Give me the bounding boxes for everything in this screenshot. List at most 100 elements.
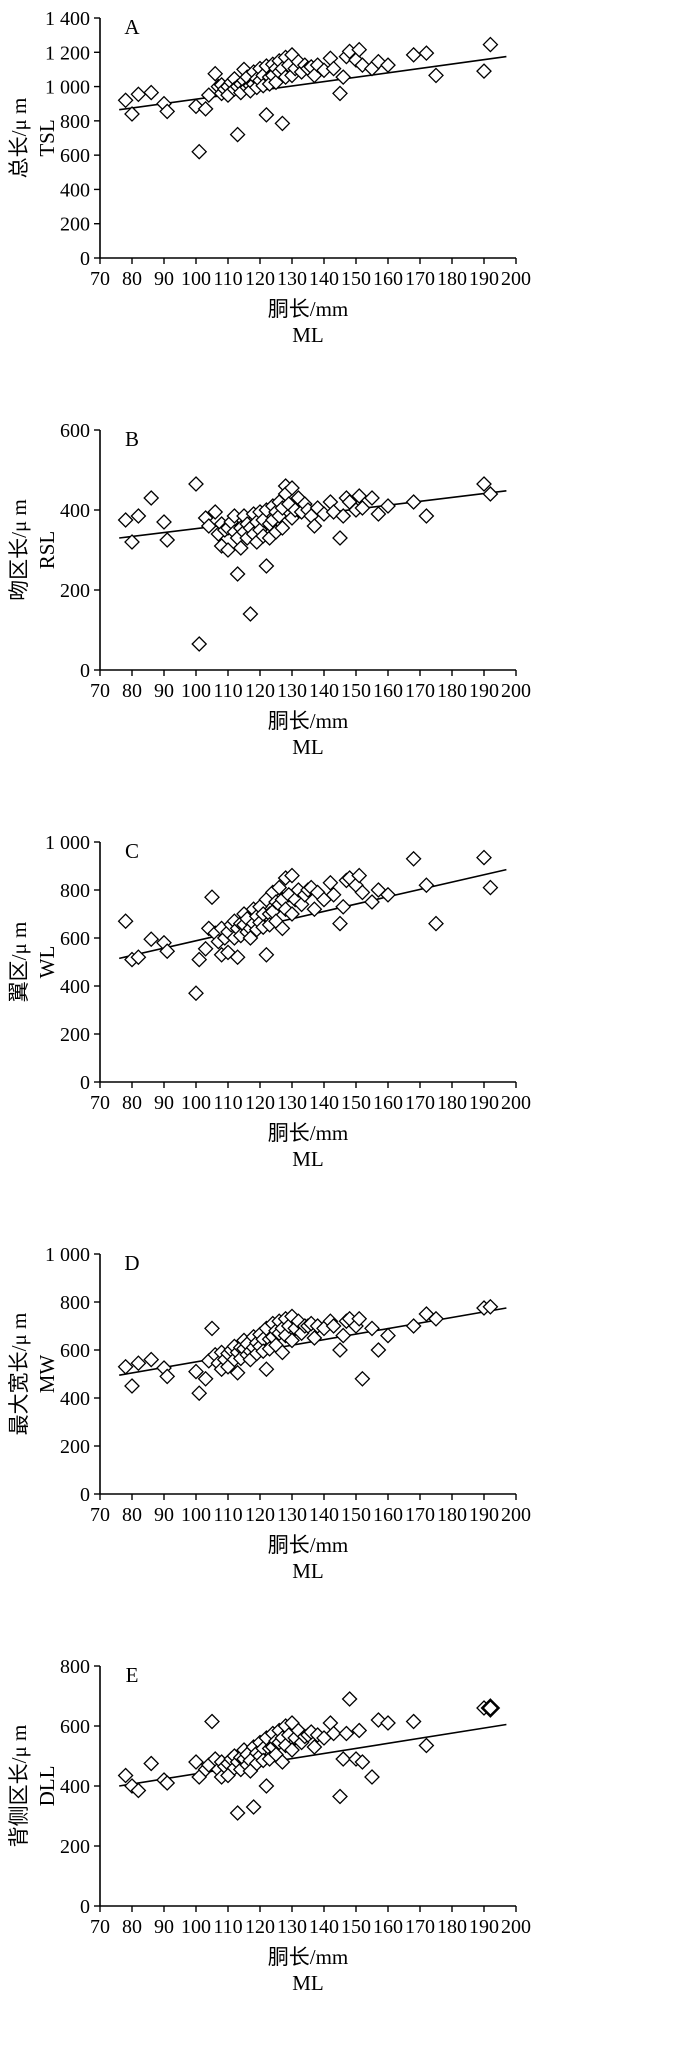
y-tick-label: 1 000: [45, 77, 90, 99]
scatter-point: [143, 84, 160, 101]
x-tick-label: 190: [469, 1916, 499, 1938]
y-tick-label: 600: [60, 420, 90, 442]
x-tick-label: 120: [245, 1504, 275, 1526]
scatter-point: [428, 67, 444, 84]
x-tick-label: 100: [181, 1092, 211, 1114]
scatter-point: [130, 1782, 147, 1799]
x-tick-label: 90: [154, 268, 174, 290]
y-axis-title-cn: 总长/μ m: [7, 98, 31, 179]
scatter-point: [354, 1754, 371, 1770]
scatter-point: [335, 1327, 352, 1344]
y-axis-title-cn: 翼区/μ m: [7, 922, 31, 1003]
scatter-point: [284, 867, 300, 884]
scatter-point: [380, 57, 396, 74]
scatter-point: [325, 886, 342, 903]
scatter-point: [332, 530, 348, 546]
x-tick-label: 190: [469, 268, 499, 290]
scatter-point: [428, 915, 444, 932]
x-tick-label: 150: [341, 268, 371, 290]
scatter-point: [117, 512, 134, 528]
scatter-point: [229, 566, 246, 582]
scatter-point: [354, 884, 371, 901]
x-tick-label: 140: [309, 268, 339, 290]
scatter-point: [325, 1725, 342, 1742]
scatter-point: [130, 949, 147, 966]
scatter-point: [332, 915, 348, 932]
scatter-point: [191, 1385, 208, 1402]
x-tick-label: 120: [245, 1916, 275, 1938]
scatter-point: [418, 508, 435, 524]
x-axis-title-en: ML: [292, 1147, 324, 1171]
scatter-point: [332, 1788, 348, 1805]
chart-panel-d: 70 80 90 100 110 120 130 140 150 160 170 180 190 200 0…: [0, 1236, 700, 1648]
scatter-point: [309, 57, 326, 74]
scatter-point: [332, 85, 348, 102]
scatter-point: [482, 1298, 499, 1315]
y-tick-label: 400: [60, 976, 90, 998]
scatter-point: [220, 542, 236, 558]
panel-letter: E: [126, 1663, 139, 1687]
scatter-point: [159, 532, 176, 548]
scatter-point: [351, 41, 368, 58]
y-tick-label: 200: [60, 1436, 90, 1458]
x-tick-label: 70: [90, 1916, 110, 1938]
scatter-point: [284, 1742, 300, 1758]
y-tick-label: 200: [60, 214, 90, 236]
x-tick-label: 80: [122, 1916, 142, 1938]
scatter-point: [117, 1767, 134, 1784]
x-axis-title-en: ML: [292, 1971, 324, 1995]
y-tick-label: 1 000: [45, 1244, 90, 1266]
scatter-point: [188, 476, 204, 492]
x-axis-title-cn: 胴长/mm: [268, 709, 349, 733]
scatter-point: [124, 106, 140, 122]
scatter-point: [380, 498, 396, 514]
x-tick-label: 90: [154, 1916, 174, 1938]
x-tick-label: 70: [90, 1504, 110, 1526]
scatter-point: [428, 1310, 444, 1327]
scatter-point: [204, 1320, 220, 1337]
x-tick-label: 130: [277, 1916, 307, 1938]
y-tick-label: 800: [60, 1656, 90, 1678]
x-tick-label: 150: [341, 1504, 371, 1526]
scatter-point: [332, 1342, 348, 1358]
x-tick-label: 170: [405, 268, 435, 290]
panel-letter: C: [125, 839, 139, 863]
scatter-point: [204, 889, 220, 906]
scatter-point: [335, 898, 352, 915]
x-axis-title-en: ML: [292, 323, 324, 347]
x-tick-label: 100: [181, 1504, 211, 1526]
y-axis-title-cn: 最大宽长/μ m: [7, 1313, 31, 1436]
panel-letter: B: [125, 427, 139, 451]
x-tick-label: 190: [469, 1504, 499, 1526]
scatter-point: [229, 1805, 246, 1821]
scatter-point: [271, 879, 288, 896]
panel-letter: D: [124, 1251, 139, 1275]
scatter-point: [229, 126, 246, 143]
scatter-point: [117, 1358, 134, 1375]
y-tick-label: 1 200: [45, 42, 90, 64]
x-tick-label: 180: [437, 1504, 467, 1526]
scatter-point: [242, 606, 259, 622]
scatter-point: [364, 1769, 380, 1785]
y-tick-label: 0: [80, 660, 90, 682]
scatter-plot-mw: 70 80 90 100 110 120 130 140 150 160 170 180 190 2000…: [7, 1244, 531, 1583]
scatter-point: [341, 1691, 358, 1707]
scatter-point: [306, 1739, 323, 1755]
trend-line: [119, 55, 507, 111]
scatter-point: [124, 1378, 140, 1394]
x-tick-label: 100: [181, 268, 211, 290]
chart-panel-e: 70 80 90 100 110 120 130 140 150 160 170 180 190 200 0…: [0, 1648, 700, 2060]
scatter-plot-tsl: 70 80 90 100 110 120 130 140 150 160 170 180 190 2000…: [7, 8, 531, 347]
x-tick-label: 160: [373, 1916, 403, 1938]
scatter-point: [405, 494, 422, 510]
scatter-point: [325, 60, 342, 77]
x-tick-label: 170: [405, 1504, 435, 1526]
scatter-point: [188, 98, 204, 115]
x-tick-label: 140: [309, 1092, 339, 1114]
x-tick-label: 150: [341, 680, 371, 702]
chart-panel-c: 70 80 90 100 110 120 130 140 150 160 170 180 190 200 0…: [0, 824, 700, 1236]
x-tick-label: 130: [277, 680, 307, 702]
scatter-point: [380, 1327, 396, 1344]
scatter-point: [338, 1725, 355, 1742]
y-axis-title-en: RSL: [35, 531, 59, 570]
